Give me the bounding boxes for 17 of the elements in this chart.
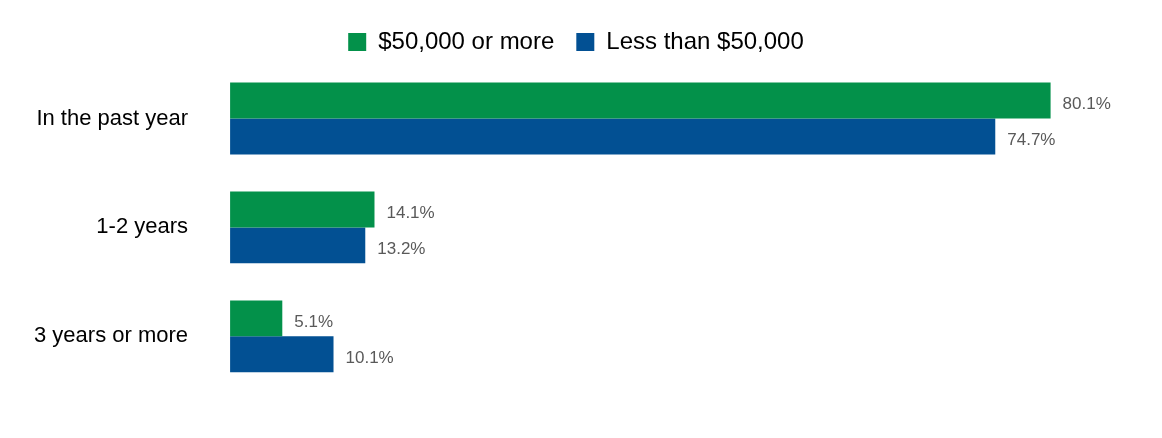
legend-label: Less than $50,000 xyxy=(606,26,804,54)
bar xyxy=(230,82,1051,119)
data-label: 74.7% xyxy=(1007,130,1056,150)
bar xyxy=(230,300,283,337)
legend-label: $50,000 or more xyxy=(378,26,555,54)
bar xyxy=(230,118,996,155)
bar xyxy=(230,336,334,373)
data-label: 5.1% xyxy=(294,312,334,332)
data-label: 14.1% xyxy=(386,203,435,223)
bar xyxy=(230,227,366,264)
data-label: 10.1% xyxy=(345,347,394,367)
data-label: 80.1% xyxy=(1062,94,1111,114)
bar xyxy=(230,191,375,228)
y-tick-label: 3 years or more xyxy=(33,322,189,348)
y-tick-label: In the past year xyxy=(36,104,189,130)
data-label: 13.2% xyxy=(377,239,426,259)
y-tick-label: 1-2 years xyxy=(96,213,189,239)
